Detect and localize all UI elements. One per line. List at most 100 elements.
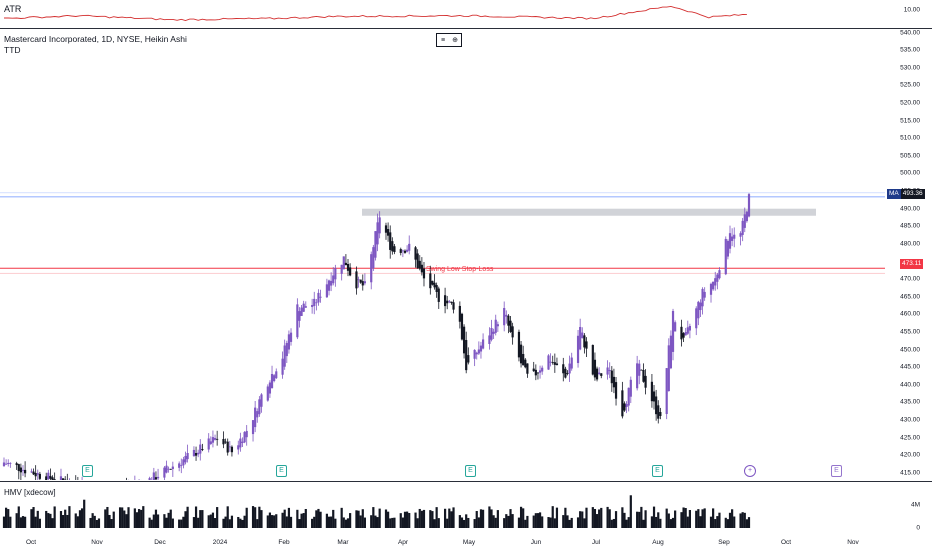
menu-icon[interactable]: ≡ xyxy=(440,36,446,44)
ma-tag-key: MA xyxy=(889,190,899,197)
volume-bar xyxy=(644,510,647,528)
candle xyxy=(481,339,485,349)
volume-bar xyxy=(61,514,65,528)
candle xyxy=(237,445,240,450)
candle xyxy=(245,430,248,438)
candle xyxy=(467,355,470,363)
volume-bar xyxy=(610,519,613,528)
candle xyxy=(598,372,601,375)
volume-tick-4m: 4M xyxy=(910,501,920,509)
volume-bar xyxy=(519,506,523,528)
candle xyxy=(532,368,535,372)
volume-bar xyxy=(699,516,702,528)
price-tick: 460.00 xyxy=(900,310,920,318)
pane-separator[interactable] xyxy=(0,481,932,482)
candle xyxy=(511,326,514,338)
volume-bar xyxy=(583,518,586,528)
candle xyxy=(254,407,257,428)
volume-bar xyxy=(701,509,704,528)
volume-bar xyxy=(118,507,122,528)
price-pane[interactable]: Mastercard Incorporated, 1D, NYSE, Heiki… xyxy=(0,29,932,480)
candle xyxy=(477,349,480,354)
candle xyxy=(443,295,447,307)
volume-bar xyxy=(496,510,499,528)
candle xyxy=(270,374,274,389)
volume-bar xyxy=(547,517,550,528)
volume-bar xyxy=(213,518,217,528)
volume-bar xyxy=(340,507,343,528)
earnings-marker-icon[interactable]: E xyxy=(831,465,842,477)
volume-bar xyxy=(275,514,278,528)
candle xyxy=(186,453,189,460)
volume-bar xyxy=(260,510,263,528)
volume-bar xyxy=(467,517,470,528)
volume-bar xyxy=(34,516,37,528)
candle xyxy=(346,263,350,271)
price-tick: 525.00 xyxy=(900,81,920,89)
price-tick: 500.00 xyxy=(900,169,920,177)
earnings-marker-icon[interactable]: E xyxy=(465,465,476,477)
volume-bar xyxy=(640,506,643,528)
candle xyxy=(541,367,544,372)
volume-bar xyxy=(473,519,476,528)
time-tick: Jul xyxy=(591,539,601,546)
candle xyxy=(509,320,512,332)
volume-bar xyxy=(93,515,96,528)
candle xyxy=(526,363,529,374)
pane-separator[interactable] xyxy=(0,28,932,29)
volume-bar xyxy=(389,518,392,528)
volume-bar xyxy=(74,513,77,528)
settings-icon[interactable]: ⊕ xyxy=(452,36,458,44)
candle xyxy=(418,260,421,269)
candle xyxy=(169,468,172,470)
candle xyxy=(655,396,658,415)
time-tick: Nov xyxy=(91,539,103,546)
earnings-marker-icon[interactable]: E xyxy=(276,465,287,477)
volume-bar xyxy=(686,516,689,528)
dividend-marker-icon[interactable]: + xyxy=(744,465,756,477)
candle xyxy=(731,236,734,241)
atr-pane[interactable]: ATR 10.00 xyxy=(0,0,932,28)
candle xyxy=(650,381,654,402)
indicator-controls[interactable]: ≡ ⊕ xyxy=(436,33,462,47)
volume-bar xyxy=(374,515,377,528)
candle xyxy=(695,308,698,329)
volume-bar xyxy=(165,517,168,528)
candle xyxy=(327,280,331,291)
candle xyxy=(197,452,200,455)
volume-bar xyxy=(481,509,485,528)
volume-bar xyxy=(414,512,417,528)
price-tick: 515.00 xyxy=(900,117,920,125)
volume-bar xyxy=(458,515,461,528)
candle xyxy=(273,375,276,382)
volume-bar xyxy=(598,509,601,528)
volume-bar xyxy=(538,512,542,528)
candle xyxy=(667,345,670,392)
volume-pane[interactable]: HMV [xdecow] 4M 0 xyxy=(0,482,932,534)
price-tick: 485.00 xyxy=(900,222,920,230)
volume-bar xyxy=(579,511,582,528)
candle xyxy=(507,315,510,326)
candle xyxy=(682,333,685,338)
volume-bar xyxy=(327,516,331,528)
volume-bar xyxy=(121,507,124,528)
volume-bar xyxy=(743,512,746,528)
volume-bar xyxy=(156,514,160,528)
volume-bar xyxy=(361,509,364,528)
earnings-marker-icon[interactable]: E xyxy=(652,465,663,477)
candle xyxy=(642,370,645,382)
volume-bar xyxy=(357,510,360,528)
volume-bar xyxy=(135,512,139,528)
volume-bar xyxy=(477,517,480,528)
volume-bar xyxy=(32,507,35,528)
time-axis[interactable]: Oct Nov Dec 2024 Feb Mar Apr May Jun Jul Aug Sep Oct… xyxy=(0,534,932,550)
volume-bar xyxy=(674,510,677,528)
volume-bar xyxy=(581,511,584,528)
earnings-marker-icon[interactable]: E xyxy=(82,465,93,477)
atr-tick: 10.00 xyxy=(903,6,920,14)
candle xyxy=(171,466,174,470)
candle xyxy=(446,300,449,304)
candle xyxy=(718,270,721,279)
volume-bar xyxy=(625,519,628,528)
volume-bar xyxy=(363,517,366,528)
